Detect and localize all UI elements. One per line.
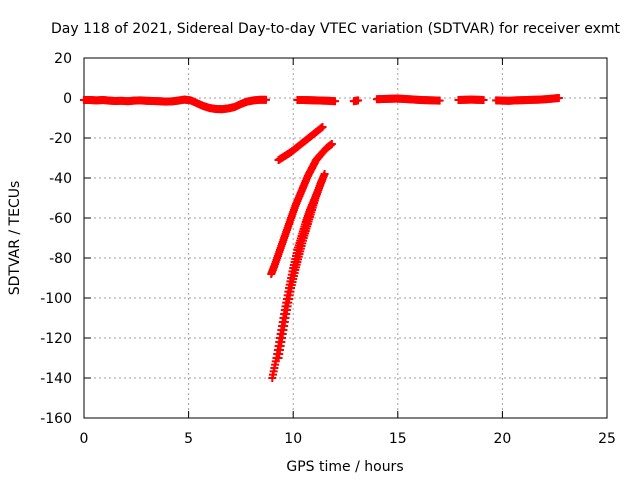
y-tick-label: -100 [40, 291, 72, 307]
grid-lines [84, 58, 607, 418]
y-tick-label: -160 [40, 411, 72, 427]
series-0 [80, 94, 563, 114]
axis-ticks [83, 57, 608, 419]
data-point [354, 96, 363, 105]
data-point [479, 96, 488, 104]
data-point [554, 94, 563, 102]
data-point [318, 123, 327, 131]
y-tick-label: -60 [49, 211, 72, 227]
chart-title: Day 118 of 2021, Sidereal Day-to-day VTE… [51, 21, 621, 37]
x-tick-label: 5 [184, 431, 193, 447]
y-tick-label: 0 [63, 91, 72, 107]
data-point [262, 95, 271, 104]
tick-labels: 0 5 10 15 20 25 20 0 -20 -40 -60 -80 -100 -120 -140 -16… [40, 51, 616, 447]
y-tick-label: 20 [54, 51, 72, 67]
x-tick-label: 25 [598, 431, 616, 447]
y-axis-label: SDTVAR / TECUs [7, 181, 23, 296]
plot-frame [83, 57, 608, 419]
y-tick-label: -20 [49, 131, 72, 147]
y-tick-label: -80 [49, 251, 72, 267]
x-axis-label: GPS time / hours [286, 459, 403, 475]
data-point [331, 97, 340, 106]
data-points [80, 94, 563, 382]
data-point [435, 96, 444, 105]
y-tick-label: -140 [40, 371, 72, 387]
series-2 [267, 140, 336, 278]
series-4 [274, 170, 329, 362]
data-point [327, 140, 336, 148]
y-tick-label: -40 [49, 171, 72, 187]
y-tick-label: -120 [40, 331, 72, 347]
data-point [320, 170, 329, 178]
series-1 [274, 123, 327, 164]
x-tick-label: 10 [284, 431, 302, 447]
x-tick-label: 0 [80, 431, 89, 447]
x-tick-label: 15 [389, 431, 407, 447]
x-tick-label: 20 [493, 431, 511, 447]
